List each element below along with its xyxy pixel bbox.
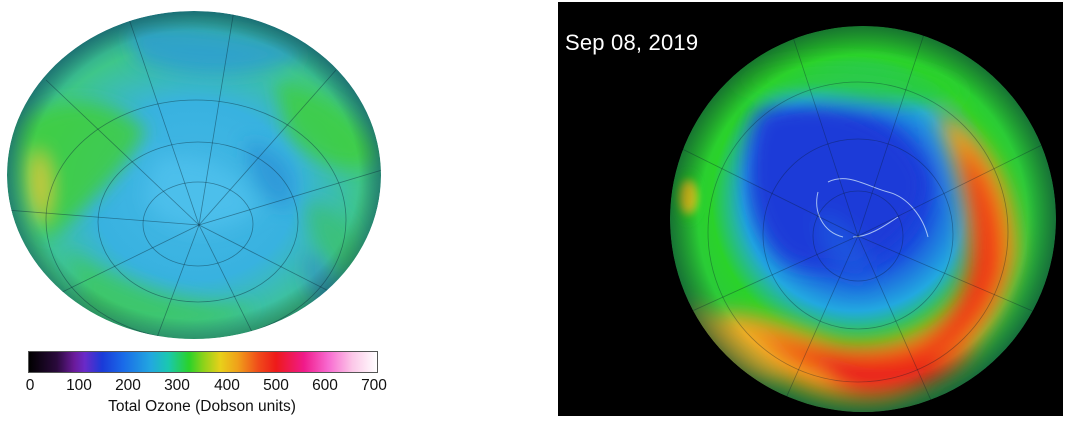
colorbar-tick: 700	[361, 377, 387, 394]
date-label: Sep 08, 2019	[565, 30, 699, 55]
colorbar-legend: 0 100 200 300 400 500 600 700 Total Ozon…	[25, 351, 387, 421]
left-ozone-panel: 0 100 200 300 400 500 600 700 Total Ozon…	[0, 0, 395, 421]
colorbar-tick: 200	[115, 377, 141, 394]
colorbar-tick: 0	[25, 377, 35, 394]
colorbar-gradient	[28, 351, 378, 373]
colorbar-title: Total Ozone (Dobson units)	[108, 398, 296, 415]
ozone-globe-map-left	[7, 11, 381, 339]
right-ozone-panel: Sep 08, 2019	[558, 2, 1063, 416]
colorbar-tick: 400	[214, 377, 240, 394]
colorbar-tick: 500	[263, 377, 289, 394]
colorbar-tick: 300	[164, 377, 190, 394]
ozone-globe-map-right	[670, 26, 1056, 412]
colorbar-tick: 100	[66, 377, 92, 394]
colorbar-tick: 600	[312, 377, 338, 394]
